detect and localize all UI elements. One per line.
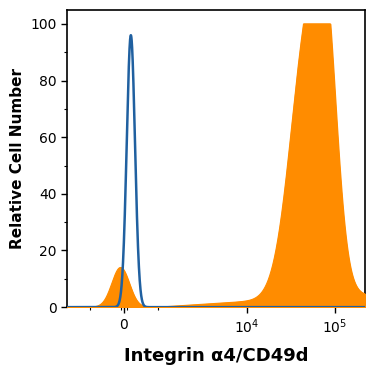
Y-axis label: Relative Cell Number: Relative Cell Number — [10, 68, 25, 249]
X-axis label: Integrin α4/CD49d: Integrin α4/CD49d — [124, 347, 308, 365]
